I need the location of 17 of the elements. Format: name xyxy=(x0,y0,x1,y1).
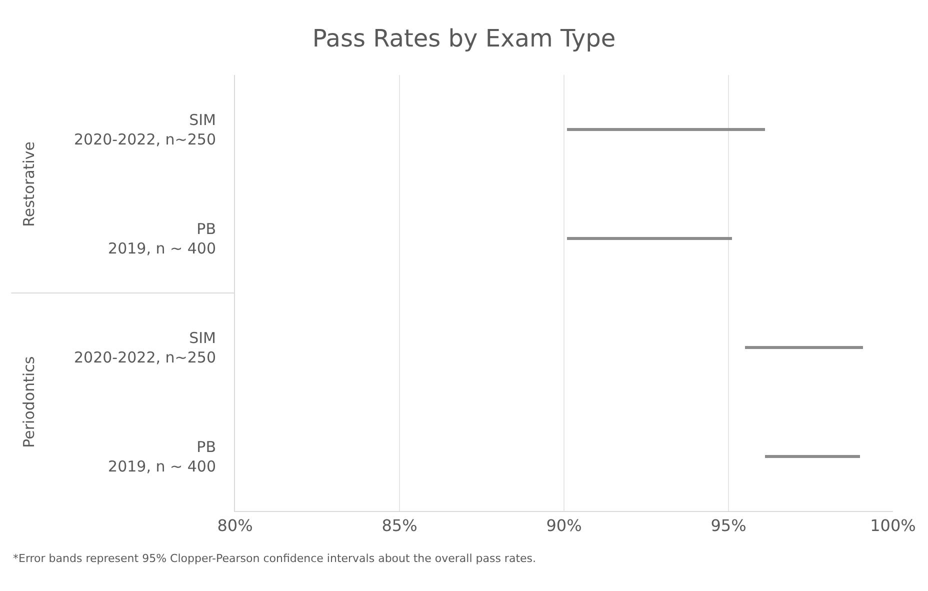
y-tick-label: PB 2019, n ~ 400 xyxy=(108,220,216,258)
bar xyxy=(567,237,732,240)
text: *Error bands represent 95% Clopper-Pearson confidence intervals about the overall pass rates. xyxy=(13,552,536,565)
y-tick-label: PB 2019, n ~ 400 xyxy=(108,438,216,476)
x-tick-label: 90% xyxy=(546,516,582,536)
bar xyxy=(567,128,765,131)
chart-title: Pass Rates by Exam Type xyxy=(312,24,616,52)
text: Periodontics xyxy=(20,356,38,448)
text: Restorative xyxy=(20,141,38,227)
y-tick-label: SIM 2020-2022, n~250 xyxy=(74,111,216,148)
x-tick-label: 80% xyxy=(217,516,253,536)
x-tick-label: 95% xyxy=(710,516,746,536)
x-tick-label: 100% xyxy=(870,516,916,536)
x-tick-label: 85% xyxy=(382,516,418,536)
bar xyxy=(745,346,863,349)
y-tick-label: SIM 2020-2022, n~250 xyxy=(74,329,216,366)
bar xyxy=(765,455,860,458)
